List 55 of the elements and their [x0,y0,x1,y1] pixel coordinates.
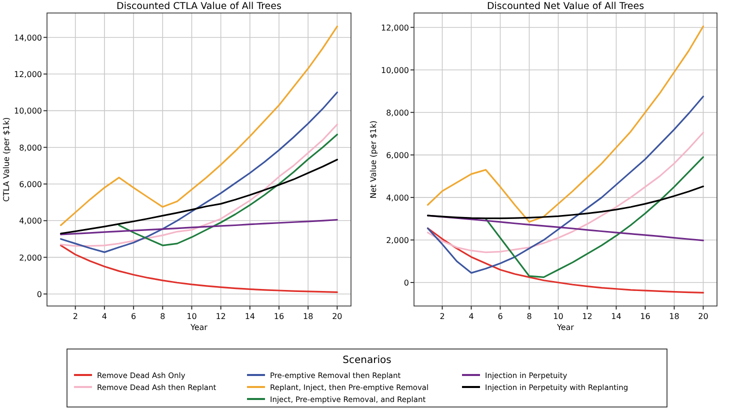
x-tick-label: 14 [244,312,256,321]
y-tick-label: 10,000 [381,66,409,75]
x-axis-title: Year [556,323,575,332]
line-series [60,124,338,247]
x-tick-label: 16 [640,312,650,321]
line-series [60,244,338,293]
x-axis-title: Year [190,323,208,332]
y-tick-label: 12,000 [14,70,42,80]
x-tick-label: 4 [102,312,107,321]
x-tick-label: 8 [526,312,532,321]
y-tick-label: 6,000 [19,180,42,190]
x-tick-label: 2 [72,312,78,321]
x-tick-label: 2 [440,312,445,321]
line-series [426,186,704,220]
y-tick-label: 4,000 [386,193,409,202]
y-tick-label: 4,000 [19,216,42,226]
line-series [118,134,338,246]
x-tick-label: 18 [669,312,680,321]
y-axis-title: CTLA Value (per $1k) [2,117,11,202]
y-tick-label: 0 [36,290,42,299]
x-tick-label: 6 [498,312,503,321]
x-tick-label: 12 [582,312,592,321]
y-tick-label: 12,000 [381,23,409,32]
line-series [426,96,704,274]
y-tick-label: 2,000 [19,253,42,262]
x-tick-label: 18 [302,312,314,321]
line-series [60,158,338,234]
chart-title: Discounted CTLA Value of All Trees [116,1,282,12]
y-axis-title: Net Value (per $1k) [369,120,378,198]
line-series [60,26,338,226]
x-tick-label: 10 [553,312,564,321]
x-tick-label: 20 [698,312,708,321]
x-tick-label: 16 [274,312,284,321]
y-tick-label: 8,000 [386,108,409,118]
x-tick-label: 10 [186,312,197,321]
y-tick-label: 10,000 [14,106,42,116]
y-tick-label: 0 [404,278,409,288]
x-tick-label: 12 [216,312,226,321]
chart-title: Discounted Net Value of All Trees [486,1,644,12]
line-series [426,132,704,254]
y-tick-label: 6,000 [386,150,409,160]
y-tick-label: 2,000 [386,236,409,245]
line-series [60,92,338,253]
line-series [426,26,704,223]
x-tick-label: 6 [131,312,136,321]
line-series [60,218,338,236]
x-tick-label: 8 [160,312,166,321]
legend-title: Scenarios [342,355,392,366]
y-tick-label: 14,000 [14,33,42,42]
y-tick-label: 8,000 [19,143,42,152]
line-series [484,156,704,278]
line-series [426,227,704,294]
x-tick-label: 14 [611,312,622,321]
x-tick-label: 20 [332,312,342,321]
x-tick-label: 4 [468,312,474,321]
